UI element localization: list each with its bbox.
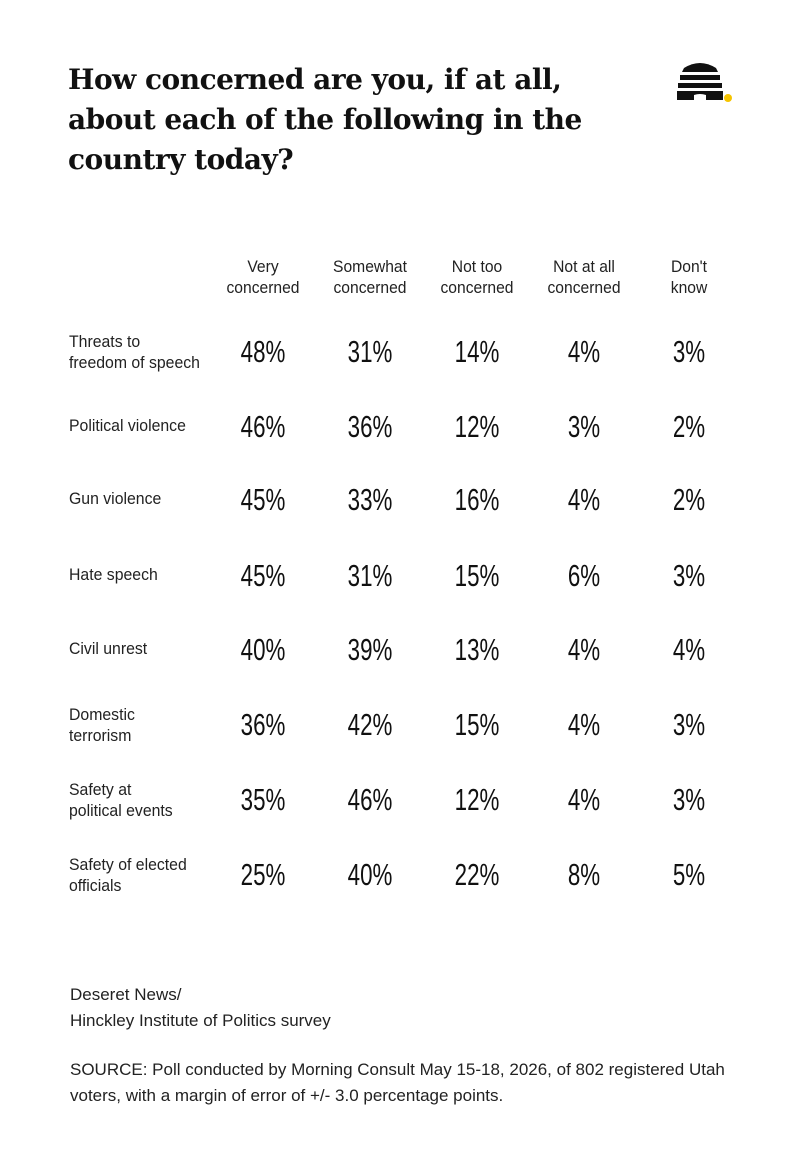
data-label: 4% <box>567 334 601 369</box>
data-label: 2% <box>672 409 706 444</box>
data-label: 15% <box>454 558 500 593</box>
column-header: Don't know <box>670 257 708 297</box>
data-label: 8% <box>567 857 601 892</box>
data-label: 5% <box>672 857 706 892</box>
row-label: Civil unrest <box>69 639 148 658</box>
data-label: 45% <box>240 558 286 593</box>
data-label: 4% <box>567 707 601 742</box>
data-label: 46% <box>347 782 393 817</box>
row-label: Safety at political events <box>69 780 173 820</box>
data-label: 35% <box>240 782 286 817</box>
data-label: 42% <box>347 707 393 742</box>
data-label: 40% <box>347 857 393 892</box>
accent-dot <box>724 94 732 102</box>
data-label: 36% <box>240 707 286 742</box>
column-header: Not too concerned <box>440 257 514 297</box>
data-label: 16% <box>454 482 500 517</box>
row-label: Domestic terrorism <box>69 705 135 745</box>
data-label: 31% <box>347 558 393 593</box>
data-label: 4% <box>567 482 601 517</box>
data-label: 14% <box>454 334 500 369</box>
data-label: 4% <box>672 632 706 667</box>
data-label: 3% <box>672 707 706 742</box>
page-title: How concerned are you, if at all, about … <box>68 63 582 176</box>
column-header: Very concerned <box>226 257 300 297</box>
data-label: 45% <box>240 482 286 517</box>
data-label: 40% <box>240 632 286 667</box>
data-label: 25% <box>240 857 286 892</box>
data-label: 4% <box>567 632 601 667</box>
data-label: 12% <box>454 409 500 444</box>
data-label: 6% <box>567 558 601 593</box>
row-label: Safety of elected officials <box>69 855 187 895</box>
beehive-icon <box>677 63 732 102</box>
data-label: 48% <box>240 334 286 369</box>
data-label: 33% <box>347 482 393 517</box>
column-header: Not at all concerned <box>547 257 621 297</box>
data-label: 12% <box>454 782 500 817</box>
row-label: Political violence <box>69 416 186 435</box>
data-label: 15% <box>454 707 500 742</box>
data-label: 3% <box>672 558 706 593</box>
data-label: 39% <box>347 632 393 667</box>
data-label: 36% <box>347 409 393 444</box>
row-label: Gun violence <box>69 489 162 508</box>
data-label: 4% <box>567 782 601 817</box>
credit-text: Deseret News/ Hinckley Institute of Poli… <box>70 985 331 1030</box>
data-label: 46% <box>240 409 286 444</box>
data-label: 3% <box>672 782 706 817</box>
column-header: Somewhat concerned <box>333 257 407 297</box>
data-label: 31% <box>347 334 393 369</box>
data-label: 22% <box>454 857 500 892</box>
row-label: Hate speech <box>69 565 158 584</box>
source-note: SOURCE: Poll conducted by Morning Consul… <box>70 1060 725 1105</box>
data-label: 2% <box>672 482 706 517</box>
data-label: 3% <box>672 334 706 369</box>
row-label: Threats to freedom of speech <box>69 332 200 372</box>
data-label: 3% <box>567 409 601 444</box>
data-label: 13% <box>454 632 500 667</box>
